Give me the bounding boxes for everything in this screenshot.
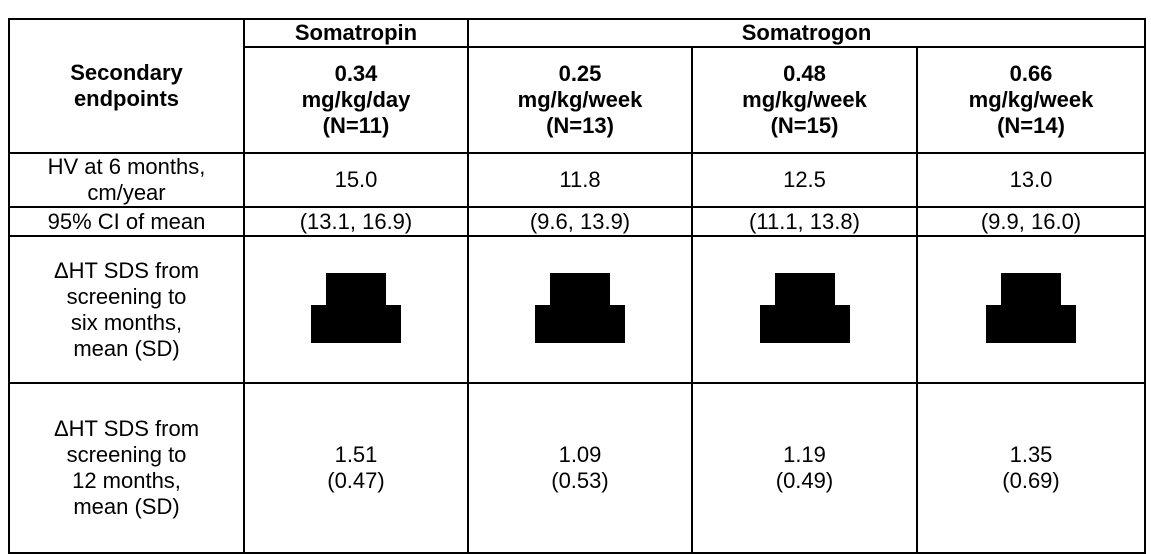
row-label: HV at 6 months, cm/year xyxy=(8,152,245,208)
redaction-top xyxy=(1001,272,1061,305)
text-line: HV at 6 months, xyxy=(47,154,206,179)
data-row: ΔHT SDS from screening to 12 months, mean (… xyxy=(8,382,1147,554)
text-line: 11.8 xyxy=(559,167,601,192)
text-line: (11.1, 13.8) xyxy=(749,208,860,234)
column-header: 0.34 mg/kg/day (N=11) xyxy=(243,46,469,154)
text-line: mg/kg/week xyxy=(742,87,867,112)
text-line: 0.66 xyxy=(1009,61,1053,86)
header-row: Secondary endpoints Somatropin Somatrogon xyxy=(8,18,1147,154)
text-line: (N=13) xyxy=(546,113,614,138)
cell xyxy=(691,235,918,384)
cell: 12.5 xyxy=(691,152,918,208)
redaction xyxy=(986,272,1076,347)
column-header: 0.48 mg/kg/week (N=15) xyxy=(691,46,918,154)
redaction-bottom xyxy=(535,304,625,343)
text-line: (0.49) xyxy=(775,468,834,493)
cell: 15.0 xyxy=(243,152,469,208)
cell: 1.19 (0.49) xyxy=(691,382,918,554)
text-line: (9.6, 13.9) xyxy=(529,208,631,234)
cell: (13.1, 16.9) xyxy=(243,206,469,237)
text-line: mg/kg/week xyxy=(517,87,643,112)
text-line: mg/kg/week xyxy=(968,87,1094,112)
table-wrap: Secondary endpoints Somatropin Somatrogon 0.… xyxy=(8,18,1147,554)
text-line: 0.34 xyxy=(334,61,378,86)
text-line: 13.0 xyxy=(1009,167,1053,192)
cell xyxy=(467,235,693,384)
text-line: (0.69) xyxy=(1002,468,1060,493)
cell: 13.0 xyxy=(915,152,1147,208)
redaction-top xyxy=(550,272,610,305)
text-line: cm/year xyxy=(87,180,166,205)
text-line: Secondary xyxy=(70,60,183,85)
cell xyxy=(243,235,469,384)
cell xyxy=(915,235,1147,384)
text-line: screening to xyxy=(66,442,187,467)
text-line: endpoints xyxy=(73,86,180,111)
row-label: 95% CI of mean xyxy=(8,206,245,237)
text-line: mg/kg/day xyxy=(301,87,411,112)
text-line: 1.19 xyxy=(783,442,826,467)
data-row: HV at 6 months, cm/year 15.0 11.8 12.5 13.0 xyxy=(8,152,1147,208)
column-header: 0.25 mg/kg/week (N=13) xyxy=(467,46,693,154)
header-row: 0.34 mg/kg/day (N=11) 0.25 mg/kg/week (N=13) 0… xyxy=(9,46,1147,154)
text-line: 1.09 xyxy=(558,442,602,467)
text-line: 12 months, xyxy=(72,468,181,493)
redaction-top xyxy=(774,272,835,305)
row-label: ΔHT SDS from screening to 12 months, mean (… xyxy=(8,382,245,554)
redaction-top xyxy=(326,272,386,305)
text-line: 15.0 xyxy=(334,167,378,192)
cell: (9.6, 13.9) xyxy=(467,206,693,237)
group-header: Somatrogon xyxy=(466,18,1147,48)
text-line: mean (SD) xyxy=(73,494,180,519)
text-line: (9.9, 16.0) xyxy=(980,208,1082,234)
redaction xyxy=(311,272,401,347)
data-row: ΔHT SDS from screening to six months, mean … xyxy=(8,235,1147,384)
text-line: 1.35 xyxy=(1009,442,1053,467)
text-line: ΔHT SDS from xyxy=(53,257,200,283)
cell: 1.51 (0.47) xyxy=(243,382,469,554)
text-line: (N=15) xyxy=(770,113,839,138)
group-header: Somatropin xyxy=(243,18,469,48)
redaction-bottom xyxy=(986,304,1076,343)
text-line: 0.25 xyxy=(558,61,602,86)
endpoints-table: Secondary endpoints Somatropin Somatrogon 0.… xyxy=(8,18,1147,554)
row-label: ΔHT SDS from screening to six months, mean … xyxy=(8,235,245,384)
text-line: 95% CI of mean xyxy=(47,208,206,234)
column-header: 0.66 mg/kg/week (N=14) xyxy=(915,46,1147,154)
cell: 1.09 (0.53) xyxy=(467,382,693,554)
text-line: (N=14) xyxy=(997,113,1065,138)
cell: (11.1, 13.8) xyxy=(691,206,918,237)
cell: 1.35 (0.69) xyxy=(915,382,1147,554)
text-line: 1.51 xyxy=(334,442,378,467)
redaction-bottom xyxy=(759,304,850,343)
redaction xyxy=(759,272,850,347)
text-line: six months, xyxy=(70,309,183,335)
text-line: (13.1, 16.9) xyxy=(299,208,413,234)
redaction xyxy=(535,272,625,347)
text-line: 12.5 xyxy=(783,167,826,192)
cell: (9.9, 16.0) xyxy=(915,206,1147,237)
row-label-header: Secondary endpoints xyxy=(8,18,245,154)
data-row: 95% CI of mean (13.1, 16.9) (9.6, 13.9) (11… xyxy=(8,206,1147,237)
text-line: screening to xyxy=(66,283,187,309)
text-line: mean (SD) xyxy=(73,335,180,361)
table-body: Secondary endpoints Somatropin Somatrogon 0.… xyxy=(8,18,1147,554)
cell: 11.8 xyxy=(467,152,693,208)
text-line: (0.47) xyxy=(327,468,385,493)
text-line: (N=11) xyxy=(322,113,390,138)
text-line: 0.48 xyxy=(783,61,826,86)
text-line: (0.53) xyxy=(551,468,609,493)
redaction-bottom xyxy=(311,304,401,343)
text-line: ΔHT SDS from xyxy=(53,416,200,441)
